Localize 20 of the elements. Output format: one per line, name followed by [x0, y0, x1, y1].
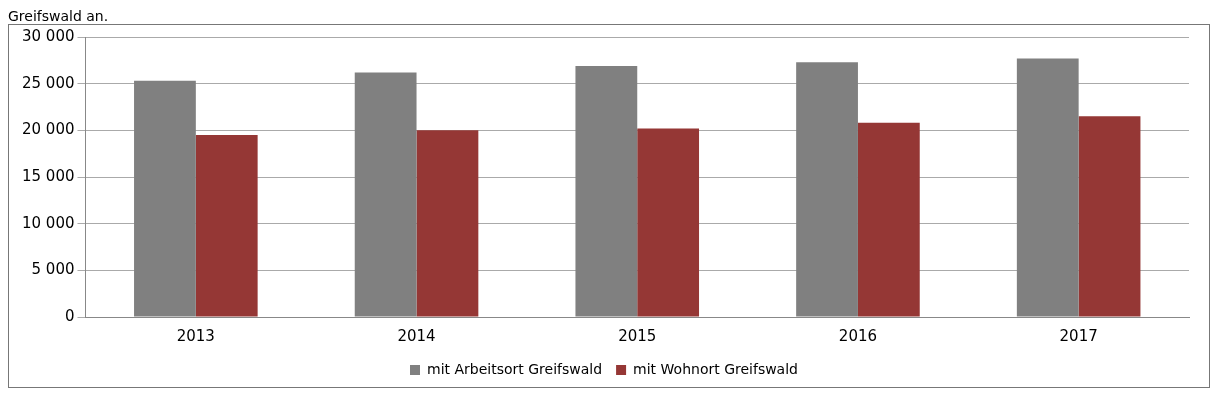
x-tick-label: 2015: [618, 326, 657, 345]
x-tick-label: 2014: [397, 326, 436, 345]
y-tick-label: 20 000: [21, 120, 75, 139]
legend-label: mit Arbeitsort Greifswald: [427, 360, 603, 377]
y-tick-label: 5 000: [31, 260, 75, 279]
x-tick-label: 2016: [838, 326, 878, 345]
y-tick-label: 30 000: [21, 26, 75, 45]
y-tick-label: 15 000: [21, 166, 75, 185]
bar: [416, 130, 479, 317]
y-tick-label: 25 000: [21, 73, 75, 92]
bar: [195, 135, 258, 317]
y-tick-label: 0: [64, 306, 75, 325]
bar: [857, 122, 920, 317]
legend-label: mit Wohnort Greifswald: [633, 360, 798, 377]
x-tick-label: 2013: [176, 326, 215, 345]
y-tick-label: 10 000: [21, 213, 75, 232]
text: Greifswald an.: [8, 8, 110, 24]
x-tick-label: 2017: [1059, 326, 1098, 345]
bar: [637, 128, 700, 317]
bar: [1078, 116, 1141, 317]
